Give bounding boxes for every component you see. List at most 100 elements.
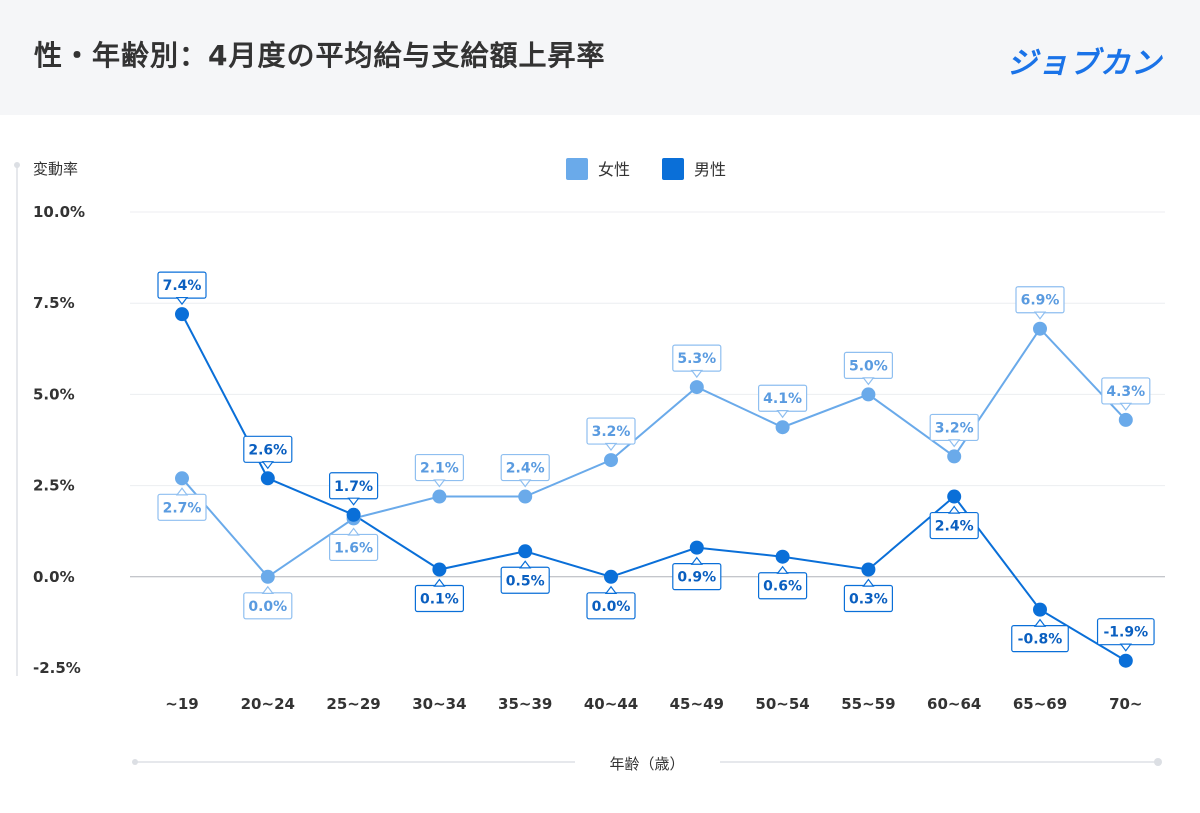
data-label: 2.4% bbox=[500, 453, 550, 488]
data-label-text: 2.1% bbox=[420, 461, 459, 477]
series-line bbox=[181, 327, 1127, 579]
brand-logo: ジョブカン bbox=[1007, 46, 1162, 81]
data-label-pointer bbox=[1119, 402, 1133, 411]
data-point[interactable] bbox=[947, 449, 962, 464]
x-tick-label: 50~54 bbox=[755, 695, 809, 713]
data-label-text: 1.6% bbox=[334, 540, 373, 556]
data-label: 0.6% bbox=[757, 565, 808, 600]
data-label-pointer bbox=[433, 578, 446, 587]
data-label: 4.3% bbox=[1101, 377, 1151, 411]
data-label: 0.0% bbox=[586, 585, 636, 620]
legend-swatch bbox=[662, 158, 684, 180]
data-point[interactable] bbox=[518, 489, 533, 504]
y-tick-label: 0.0% bbox=[33, 568, 75, 586]
data-point[interactable] bbox=[689, 540, 704, 555]
data-point[interactable] bbox=[861, 562, 876, 577]
data-label-pointer bbox=[1119, 643, 1133, 652]
data-label-text: 0.1% bbox=[420, 592, 459, 608]
data-point[interactable] bbox=[432, 489, 447, 504]
legend-label: 男性 bbox=[694, 160, 726, 179]
data-label: 3.2% bbox=[586, 417, 636, 452]
data-point[interactable] bbox=[775, 549, 790, 564]
header-bar: 性・年齢別：4月度の平均給与支給額上昇率 ジョブカン bbox=[0, 0, 1200, 115]
data-label-text: 2.6% bbox=[248, 442, 287, 458]
y-tick-label: 2.5% bbox=[33, 477, 75, 495]
data-label-text: 0.9% bbox=[677, 570, 716, 586]
data-label-pointer bbox=[347, 497, 360, 506]
data-point[interactable] bbox=[689, 380, 704, 395]
data-label: 3.2% bbox=[929, 413, 979, 448]
data-label: 0.0% bbox=[243, 585, 293, 620]
data-label-text: 2.4% bbox=[506, 461, 545, 477]
x-axis-label: 年齢（歳） bbox=[609, 755, 684, 773]
x-tick-label: 40~44 bbox=[584, 695, 638, 713]
data-label: 0.5% bbox=[500, 560, 550, 594]
data-label-text: -1.9% bbox=[1103, 625, 1148, 641]
data-label-text: 1.7% bbox=[334, 479, 373, 495]
data-label-pointer bbox=[175, 296, 189, 306]
legend-label: 女性 bbox=[598, 160, 630, 179]
y-axis-rail-cap bbox=[14, 162, 20, 168]
data-label-text: 4.3% bbox=[1106, 384, 1145, 400]
data-label-pointer bbox=[433, 479, 446, 488]
data-label-text: 5.3% bbox=[677, 351, 716, 367]
data-label-text: 0.3% bbox=[849, 592, 888, 608]
data-label-pointer bbox=[518, 560, 532, 569]
data-label-text: 0.0% bbox=[592, 599, 631, 615]
data-point[interactable] bbox=[947, 489, 962, 504]
data-point[interactable] bbox=[1033, 602, 1047, 617]
y-tick-label: 10.0% bbox=[33, 203, 85, 221]
data-label-pointer bbox=[690, 369, 704, 379]
y-tick-label: -2.5% bbox=[33, 659, 81, 677]
data-point[interactable] bbox=[775, 420, 790, 435]
data-label-pointer bbox=[690, 556, 704, 565]
data-label-pointer bbox=[261, 461, 275, 470]
data-point[interactable] bbox=[260, 471, 275, 486]
data-label-pointer bbox=[947, 505, 961, 514]
data-point[interactable] bbox=[604, 569, 618, 584]
legend-item[interactable]: 女性 bbox=[566, 158, 630, 180]
x-tick-label: 20~24 bbox=[241, 695, 295, 713]
data-point[interactable] bbox=[432, 562, 447, 577]
x-tick-label: 60~64 bbox=[927, 695, 981, 713]
legend-swatch bbox=[566, 158, 588, 180]
data-point[interactable] bbox=[1118, 653, 1133, 668]
data-label-pointer bbox=[347, 527, 360, 536]
data-label: 5.3% bbox=[672, 344, 722, 379]
data-label: 2.6% bbox=[243, 435, 293, 470]
data-label-pointer bbox=[604, 442, 618, 452]
data-point[interactable] bbox=[1033, 321, 1047, 336]
data-label-text: 0.0% bbox=[248, 599, 287, 615]
data-point[interactable] bbox=[175, 471, 189, 486]
data-label: 0.3% bbox=[843, 578, 894, 613]
data-label-pointer bbox=[1033, 311, 1047, 320]
data-label: 4.1% bbox=[757, 384, 808, 419]
data-label: 2.1% bbox=[414, 453, 464, 488]
data-point[interactable] bbox=[346, 507, 361, 522]
y-tick-label: 5.0% bbox=[33, 385, 75, 403]
x-tick-label: ~19 bbox=[165, 695, 198, 713]
data-label-pointer bbox=[261, 585, 275, 595]
data-label-text: 2.4% bbox=[935, 519, 974, 535]
data-label-text: 6.9% bbox=[1021, 293, 1060, 309]
data-point[interactable] bbox=[175, 307, 189, 322]
data-label-text: 4.1% bbox=[763, 391, 802, 407]
data-label-pointer bbox=[604, 585, 618, 595]
data-label-pointer bbox=[518, 479, 532, 488]
data-label-pointer bbox=[776, 410, 789, 419]
data-point[interactable] bbox=[1118, 412, 1133, 427]
data-point[interactable] bbox=[260, 569, 275, 584]
x-tick-label: 70~ bbox=[1109, 695, 1142, 713]
data-point[interactable] bbox=[861, 387, 876, 402]
data-point[interactable] bbox=[604, 453, 618, 468]
legend-item[interactable]: 男性 bbox=[662, 158, 726, 180]
data-point[interactable] bbox=[518, 544, 533, 559]
data-label-text: 3.2% bbox=[592, 424, 631, 440]
data-label: -0.8% bbox=[1011, 618, 1069, 653]
series-line bbox=[181, 313, 1127, 662]
data-label: 6.9% bbox=[1015, 286, 1065, 320]
data-label-text: 0.5% bbox=[506, 573, 545, 589]
data-label: 7.4% bbox=[157, 271, 207, 306]
y-tick-label: 7.5% bbox=[33, 294, 75, 312]
